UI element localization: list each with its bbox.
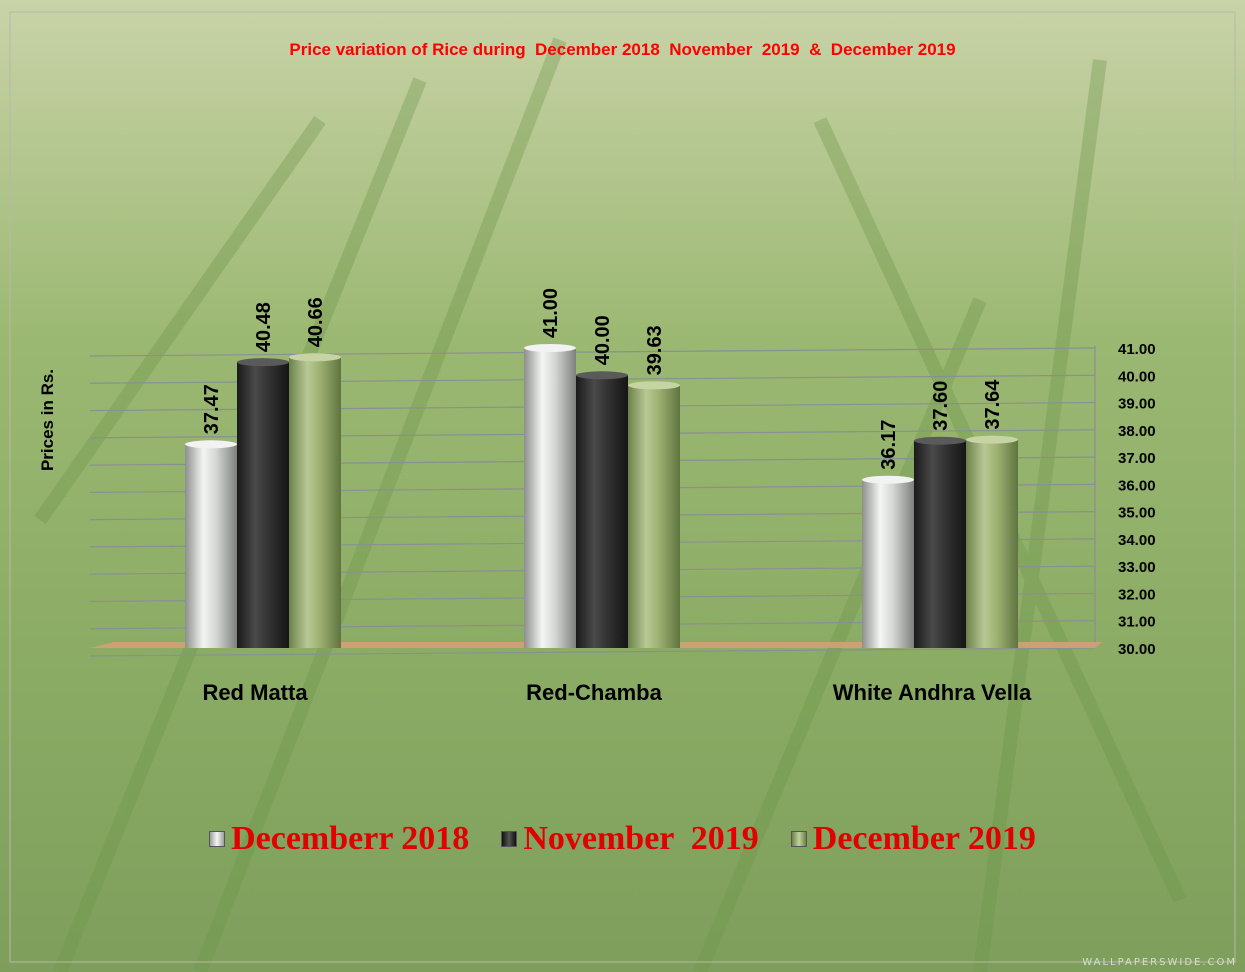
legend: Decemberr 2018 November 2019 December 20… [0, 820, 1245, 858]
bar [237, 362, 289, 648]
bar [289, 357, 341, 648]
x-categories: Red Matta Red-Chamba White Andhra Vella [202, 680, 1032, 705]
bar [576, 375, 628, 648]
legend-label-dec-2018: Decemberr 2018 [231, 820, 470, 857]
bar [966, 439, 1018, 648]
legend-swatch-dec-2018 [209, 831, 226, 847]
legend-item-dec-2019: December 2019 [790, 820, 1036, 858]
legend-label-dec-2019: December 2019 [812, 820, 1036, 857]
y-tick-label: 37.00 [1118, 450, 1156, 467]
data-label: 37.60 [930, 381, 952, 431]
y-tick-label: 31.00 [1118, 614, 1156, 631]
data-label: 39.63 [644, 325, 666, 375]
legend-swatch-dec-2019 [790, 831, 807, 847]
y-tick-label: 41.00 [1118, 341, 1156, 358]
grid-line [89, 347, 1096, 357]
y-axis-label: Prices in Rs. [38, 368, 57, 472]
bar [628, 385, 680, 648]
bar-top [966, 435, 1018, 444]
y-tick-label: 40.00 [1118, 368, 1156, 385]
x-category-label: Red-Chamba [526, 680, 662, 705]
x-category-label: White Andhra Vella [833, 680, 1032, 705]
y-tick-label: 36.00 [1118, 477, 1156, 494]
y-tick-label: 30.00 [1118, 641, 1156, 658]
bar [914, 440, 966, 648]
bar-top [862, 475, 914, 484]
bar-top [185, 440, 237, 449]
plot-frame [9, 11, 1236, 963]
data-label: 41.00 [540, 288, 562, 338]
bar-top [524, 344, 576, 352]
data-label: 37.64 [982, 379, 1004, 430]
y-tick-label: 35.00 [1118, 505, 1156, 522]
y-tick-label: 34.00 [1118, 532, 1156, 549]
data-label: 37.47 [201, 384, 223, 434]
bar-top [237, 358, 289, 367]
grid-line [89, 647, 1096, 657]
y-tick-label: 33.00 [1118, 559, 1156, 576]
legend-swatch-nov-2019 [501, 831, 518, 847]
legend-label-nov-2019: November 2019 [523, 820, 759, 857]
x-category-label: Red Matta [202, 680, 308, 705]
bar [524, 348, 576, 648]
legend-item-nov-2019: November 2019 [501, 820, 759, 858]
data-label: 40.48 [253, 302, 275, 352]
data-label: 40.66 [305, 297, 327, 347]
legend-item-dec-2018: Decemberr 2018 [209, 820, 469, 858]
bar-top [628, 381, 680, 390]
data-labels: 37.47 40.48 40.66 41.00 40.00 39.63 36.17 37.60… [201, 288, 1004, 470]
y-ticks: 30.00 31.00 32.00 33.00 34.00 35.00 36.00 37.00… [1118, 341, 1156, 658]
bar-top [914, 436, 966, 445]
bars [185, 344, 1018, 648]
bar [185, 444, 237, 648]
watermark: WALLPAPERSWIDE.COM [1082, 957, 1237, 968]
data-label: 40.00 [592, 315, 614, 365]
chart-title: Price variation of Rice during December … [289, 40, 956, 59]
y-tick-label: 32.00 [1118, 586, 1156, 603]
data-label: 36.17 [878, 420, 900, 470]
y-tick-label: 38.00 [1118, 423, 1156, 440]
y-tick-label: 39.00 [1118, 396, 1156, 413]
bar [862, 479, 914, 648]
bar-top [289, 353, 341, 362]
bar-top [576, 371, 628, 380]
